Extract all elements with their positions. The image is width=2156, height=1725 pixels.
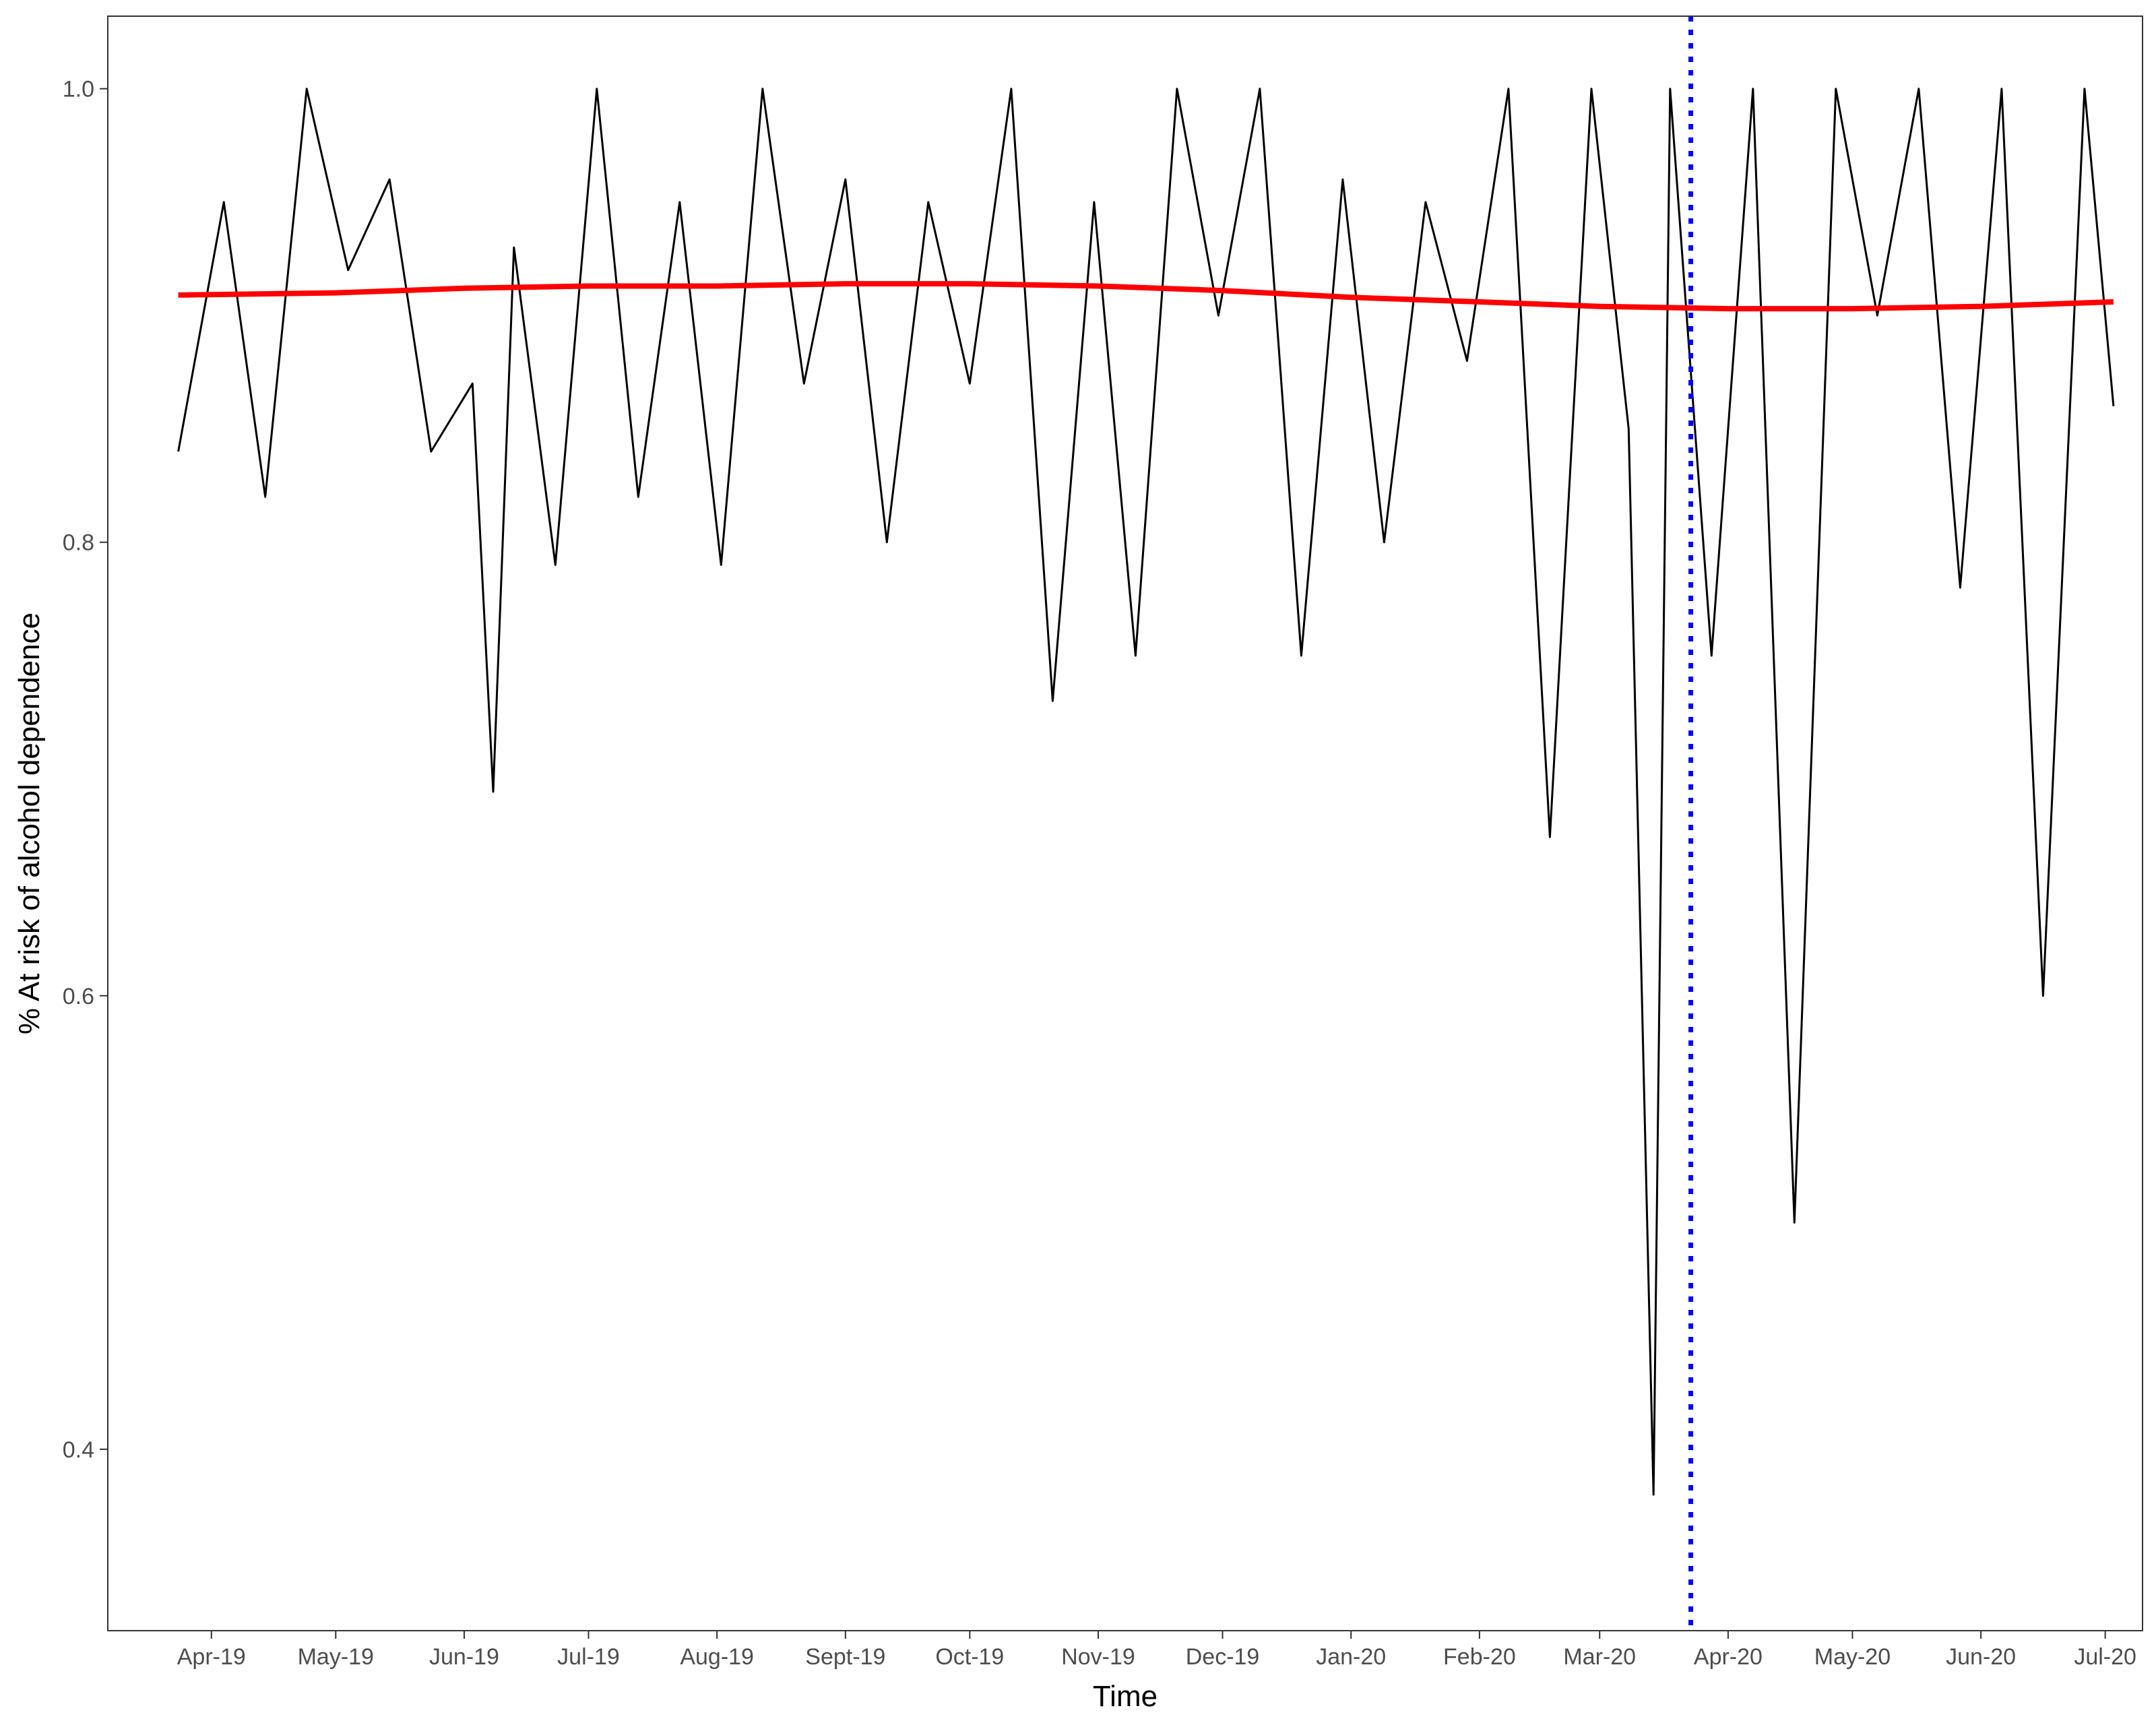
y-tick-label: 0.4 <box>63 1437 94 1463</box>
x-tick-label: Jun-19 <box>429 1644 499 1670</box>
series-layer <box>177 88 2115 1496</box>
x-tick-label: Dec-19 <box>1186 1644 1260 1670</box>
y-tick-label: 0.6 <box>63 984 94 1009</box>
y-tick-label: 0.8 <box>63 530 94 556</box>
x-tick-label: Oct-19 <box>935 1644 1004 1670</box>
x-tick-label: Jul-19 <box>557 1644 620 1670</box>
x-tick-label: Apr-19 <box>177 1644 246 1670</box>
x-tick-label: Feb-20 <box>1443 1644 1516 1670</box>
x-tick-label: May-19 <box>298 1644 374 1670</box>
trend-line <box>178 281 2114 312</box>
daily-series-line <box>177 88 2115 1496</box>
x-tick-label: Jan-20 <box>1316 1644 1386 1670</box>
x-tick-label: May-20 <box>1814 1644 1891 1670</box>
x-tick-label: Apr-20 <box>1694 1644 1763 1670</box>
y-axis: 0.4 0.6 0.8 1.0 <box>63 77 108 1463</box>
y-axis-title: % At risk of alcohol dependence <box>13 613 46 1034</box>
x-tick-label: Aug-19 <box>680 1644 754 1670</box>
x-tick-label: Nov-19 <box>1061 1644 1135 1670</box>
x-tick-label: Sept-19 <box>805 1644 885 1670</box>
x-tick-label: Mar-20 <box>1563 1644 1636 1670</box>
x-axis-title: Time <box>1093 1680 1158 1713</box>
y-tick-label: 1.0 <box>63 77 94 102</box>
x-tick-label: Jun-20 <box>1946 1644 2016 1670</box>
x-tick-label: Jul-20 <box>2074 1644 2136 1670</box>
x-axis: Apr-19 May-19 Jun-19 Jul-19 Aug-19 Sept-19 Oct… <box>177 1631 2136 1670</box>
plot-border <box>107 15 2143 1631</box>
plot-background <box>108 16 2143 1631</box>
